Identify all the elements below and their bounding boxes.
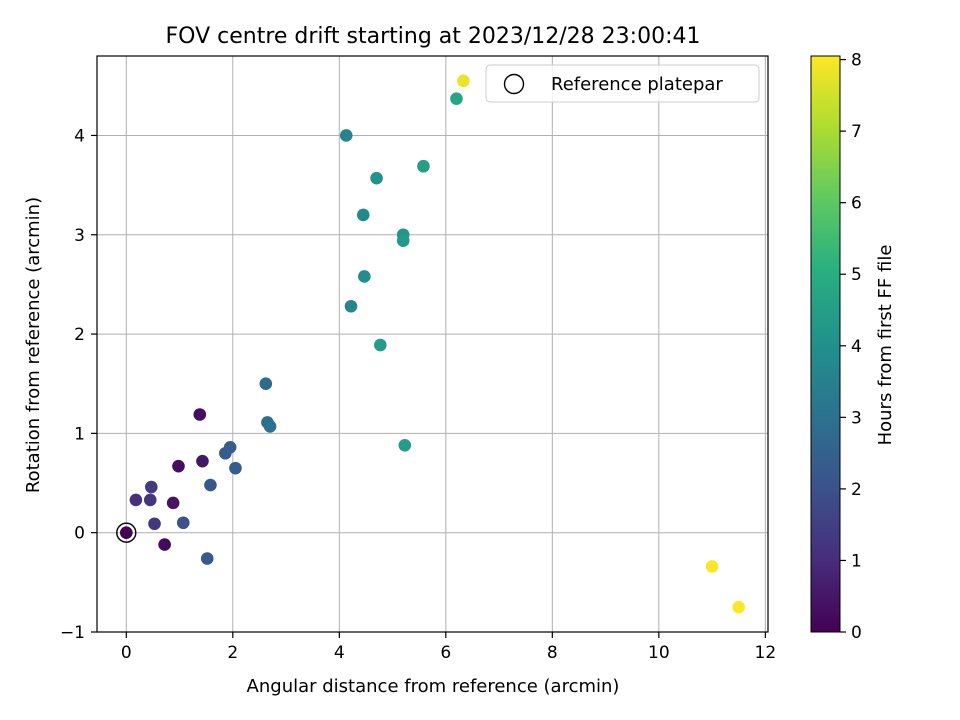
colorbar-tick-label: 3	[851, 408, 862, 428]
colorbar-tick-label: 8	[851, 51, 862, 71]
legend: Reference platepar	[485, 64, 760, 103]
legend-label-reference: Reference platepar	[551, 74, 723, 95]
y-tick-label: 3	[74, 226, 85, 246]
reference-marker	[116, 522, 137, 543]
colorbar-tick-label: 2	[851, 480, 862, 500]
legend-box	[485, 64, 760, 103]
data-point	[705, 560, 719, 573]
y-tick-label: 4	[74, 126, 85, 146]
colorbar-label: Hours from first FF file	[875, 245, 896, 446]
y-tick-label: 2	[74, 325, 85, 345]
data-point	[204, 478, 217, 492]
data-point	[143, 493, 157, 507]
x-tick-label: 8	[547, 643, 558, 663]
data-point	[259, 377, 273, 391]
colorbar-tick-label: 0	[851, 623, 862, 643]
x-axis-ticks: 0 2 4 6 8 10 12	[121, 632, 776, 663]
data-point	[145, 480, 158, 494]
data-point	[450, 92, 463, 106]
y-axis-ticks: −1 0 1 2 3 4	[60, 126, 97, 643]
x-tick-label: 2	[227, 643, 238, 663]
colorbar-tick-label: 7	[851, 122, 862, 142]
y-axis-label: Rotation from reference (arcmin)	[23, 197, 44, 493]
legend-marker-reference	[503, 73, 525, 95]
data-point	[158, 538, 171, 551]
colorbar-ticks: 0 1 2 3 4 5 6 7 8	[840, 51, 862, 643]
data-point	[732, 600, 746, 614]
x-axis-label: Angular distance from reference (arcmin)	[247, 676, 620, 697]
scatter-points	[116, 74, 746, 614]
colorbar-tick-label: 4	[851, 337, 862, 357]
data-point	[417, 159, 430, 173]
data-point	[176, 516, 190, 530]
y-tick-label: 0	[74, 524, 85, 544]
y-tick-label: 1	[74, 424, 85, 444]
colorbar-tick-label: 1	[851, 551, 862, 571]
data-point	[119, 526, 133, 539]
x-tick-label: 4	[334, 643, 345, 663]
data-point	[172, 459, 185, 473]
data-point	[370, 171, 383, 185]
x-tick-label: 0	[121, 643, 132, 663]
y-tick-label: −1	[60, 623, 85, 643]
colorbar-tick-label: 5	[851, 265, 862, 285]
data-point	[398, 438, 412, 452]
chart-title: FOV centre drift starting at 2023/12/28 …	[166, 24, 701, 49]
data-point	[358, 270, 371, 283]
data-point	[344, 299, 358, 313]
data-point	[263, 420, 277, 433]
data-point	[148, 517, 161, 531]
plot-frame	[96, 55, 769, 633]
data-point	[129, 493, 143, 507]
data-point	[223, 440, 237, 454]
data-point	[193, 408, 207, 421]
x-tick-label: 12	[755, 643, 777, 663]
data-point	[356, 208, 370, 222]
data-point	[196, 454, 209, 468]
data-point	[166, 496, 180, 510]
data-point	[374, 338, 387, 352]
data-point	[200, 552, 214, 565]
colorbar-gradient	[810, 55, 841, 633]
data-point	[229, 461, 242, 475]
data-point	[339, 129, 353, 142]
data-point	[396, 234, 410, 248]
x-tick-label: 6	[440, 643, 451, 663]
colorbar-tick-label: 6	[851, 194, 862, 214]
grid-lines	[97, 56, 768, 633]
x-tick-label: 10	[648, 643, 670, 663]
colorbar: 0 1 2 3 4 5 6 7 8 Hours from first FF file	[810, 51, 896, 643]
data-point	[457, 74, 470, 88]
